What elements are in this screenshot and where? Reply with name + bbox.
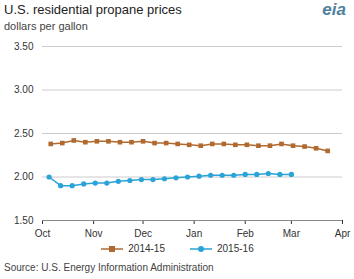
- html-text:dollars per gallon: dollars per gallon: [4, 20, 88, 32]
- svg-text:Feb: Feb: [237, 228, 255, 239]
- svg-text:Dec: Dec: [134, 228, 152, 239]
- svg-text:1.50: 1.50: [14, 215, 34, 226]
- html-text:Source: U.S. Energy Informatio: Source: U.S. Energy Information Administ…: [4, 262, 214, 273]
- html-text:2014-15: 2014-15: [128, 242, 165, 254]
- html-text:eia: eia: [322, 0, 346, 19]
- svg-text:Jan: Jan: [186, 228, 202, 239]
- html-text:U.S. residential propane price: U.S. residential propane prices: [4, 2, 182, 17]
- svg-text:Mar: Mar: [283, 228, 301, 239]
- svg-text:Nov: Nov: [85, 228, 103, 239]
- svg-text:2.50: 2.50: [14, 128, 34, 139]
- svg-text:3.50: 3.50: [14, 41, 34, 52]
- svg-text:3.00: 3.00: [14, 84, 34, 95]
- svg-text:Apr: Apr: [335, 228, 351, 239]
- svg-text:2.00: 2.00: [14, 171, 34, 182]
- html-text:2015-16: 2015-16: [217, 242, 254, 254]
- svg-text:Oct: Oct: [35, 228, 51, 239]
